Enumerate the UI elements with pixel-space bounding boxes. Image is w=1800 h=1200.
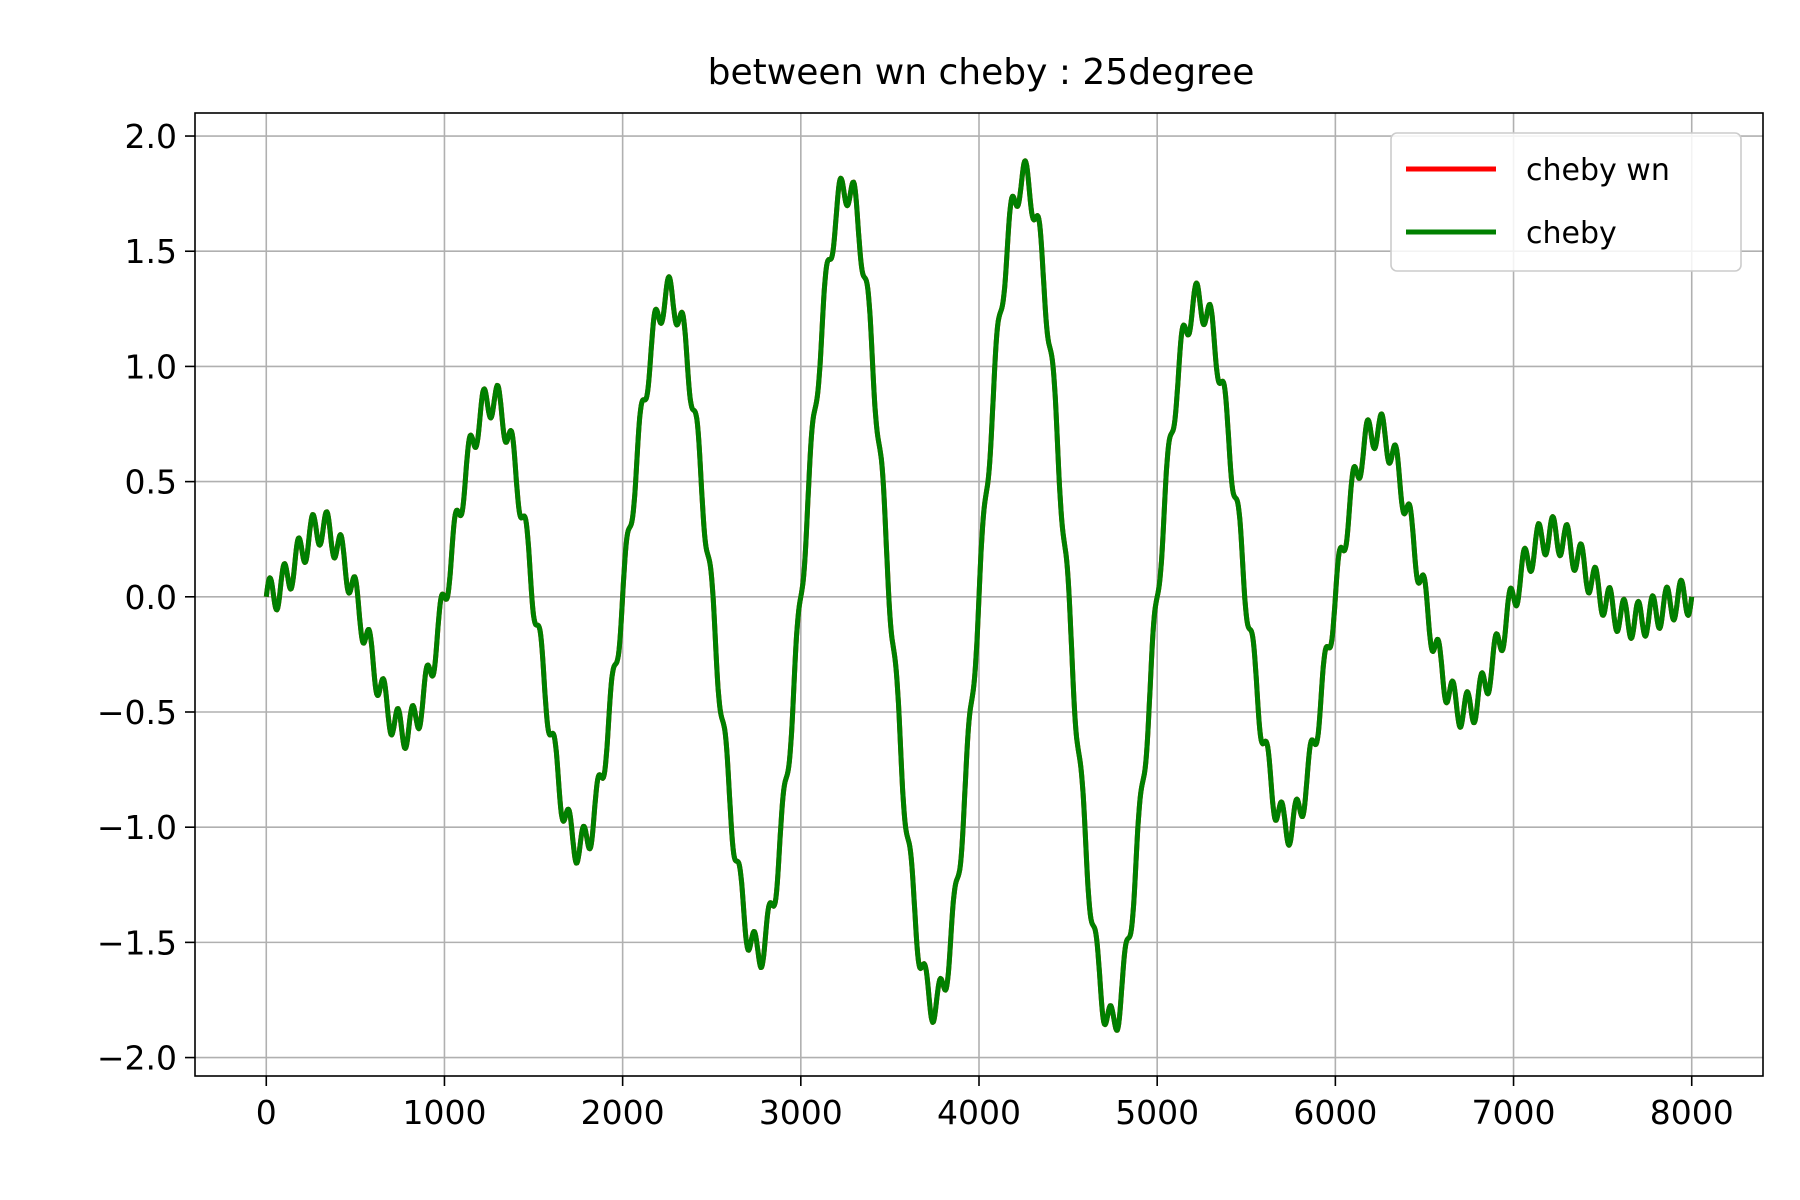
x-tick-label: 1000 [402, 1093, 486, 1132]
y-tick-label: 0.0 [125, 578, 177, 617]
y-tick-label: −1.0 [97, 808, 177, 847]
series-line-2 [263, 158, 1695, 1033]
x-tick-label: 7000 [1472, 1093, 1556, 1132]
x-tick-label: 4000 [937, 1093, 1021, 1132]
x-tick-label: 0 [256, 1093, 277, 1132]
y-tick-label: 0.5 [125, 463, 177, 502]
legend-label: cheby [1526, 216, 1617, 251]
plot-series [263, 158, 1695, 1033]
chart-title: between wn cheby : 25degree [708, 52, 1255, 93]
x-tick-label: 8000 [1650, 1093, 1734, 1132]
y-tick-label: 1.5 [125, 232, 177, 271]
y-tick-label: −2.0 [97, 1039, 177, 1078]
x-tick-label: 3000 [759, 1093, 843, 1132]
y-tick-label: −1.5 [97, 923, 177, 962]
y-axis-ticks: −2.0 −1.5 −1.0 −0.5 0.0 0.5 1.0 1.5 2.0 [97, 117, 195, 1078]
x-axis-ticks: 0 1000 2000 3000 4000 5000 6000 7000 8000 [256, 1076, 1734, 1132]
y-tick-label: 2.0 [125, 117, 177, 156]
y-tick-label: 1.0 [125, 347, 177, 386]
legend-label: cheby wn [1526, 153, 1670, 188]
x-tick-label: 5000 [1115, 1093, 1199, 1132]
legend: cheby wn cheby [1390, 132, 1742, 272]
x-tick-label: 6000 [1293, 1093, 1377, 1132]
y-tick-label: −0.5 [97, 693, 177, 732]
x-tick-label: 2000 [581, 1093, 665, 1132]
